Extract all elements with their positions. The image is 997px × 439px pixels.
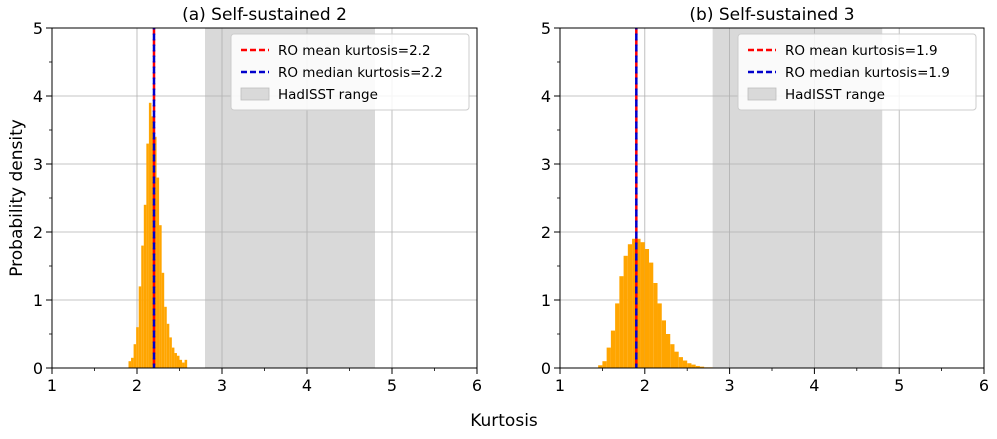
x-tick-label: 6 [472,376,482,395]
histogram-bar [695,365,700,368]
x-tick-label: 4 [809,376,819,395]
histogram-bar [661,320,666,368]
y-tick-label: 3 [33,155,43,174]
x-tick-label: 1 [47,376,57,395]
y-axis-label: Probability density [7,119,27,277]
legend-box [737,33,977,111]
y-tick-label: 3 [541,155,551,174]
histogram-bar [649,262,654,368]
histogram-bar [164,306,167,368]
x-tick-label: 1 [555,376,565,395]
histogram-bar [606,347,611,368]
x-tick-label: 3 [725,376,735,395]
histogram-bar [159,225,162,368]
histogram-bar [644,249,650,368]
histogram-bar [171,347,175,368]
legend-patch-swatch [747,87,777,101]
histogram-bar [674,351,679,368]
y-tick-label: 5 [541,19,551,38]
y-tick-label: 4 [541,87,551,106]
histogram-bar [146,143,149,368]
histogram-bar [131,357,134,368]
histogram-bar [640,242,645,368]
x-axis-label: Kurtosis [470,411,538,431]
histogram-bar [610,330,616,368]
x-tick-label: 6 [979,376,989,395]
histogram-bar [174,353,177,368]
legend: RO mean kurtosis=2.2 RO median kurtosis=2… [230,33,470,111]
histogram-bar [143,204,147,368]
histogram-bar [184,359,188,368]
histogram-bar [156,177,160,368]
histogram-bar [657,303,662,368]
histogram-bar [136,327,139,368]
y-tick-label: 1 [541,291,551,310]
legend-label: RO median kurtosis=2.2 [278,65,443,81]
histogram-bar [138,286,142,368]
histogram-bar [602,361,607,368]
x-tick-label: 5 [894,376,904,395]
x-tick-label: 2 [640,376,650,395]
y-tick-label: 0 [33,359,43,378]
panel-title: (a) Self-sustained 2 [182,5,347,25]
histogram-bar [619,276,624,368]
histogram-bar [666,334,671,368]
histogram-bar [179,359,183,368]
histogram-bar [627,244,633,368]
histogram-bar [678,357,683,368]
histogram-bar [699,366,705,368]
y-tick-label: 5 [33,19,43,38]
histogram-bar [141,245,144,368]
histogram-bar [166,323,170,368]
panel-title: (b) Self-sustained 3 [689,5,854,25]
histogram-bar [598,365,603,368]
histogram-bar [176,355,180,368]
histogram-bar [151,116,154,369]
histogram-bar [154,136,157,368]
histogram-bar [653,283,658,368]
legend-patch-swatch [240,87,270,101]
histogram-bar [623,255,628,368]
y-tick-label: 1 [33,291,43,310]
legend-label: HadISST range [785,87,885,103]
histogram-bar [182,362,185,368]
x-tick-label: 2 [132,376,142,395]
y-tick-label: 2 [541,223,551,242]
histogram-bar [687,363,692,368]
histogram-bar [169,337,172,368]
histogram-bar [670,344,675,368]
legend-box [230,33,470,111]
y-tick-label: 0 [541,359,551,378]
y-tick-label: 4 [33,87,43,106]
histogram-bar [636,238,641,368]
legend-label: HadISST range [278,87,378,103]
histogram-bar [161,272,165,368]
y-tick-label: 2 [33,223,43,242]
histogram-bar [128,361,132,368]
x-tick-label: 3 [217,376,227,395]
x-tick-label: 5 [387,376,397,395]
histogram-bar [632,238,637,368]
histogram-bar [615,303,620,368]
histogram-bar [133,344,137,368]
legend-label: RO mean kurtosis=2.2 [278,43,431,59]
x-tick-label: 4 [302,376,312,395]
histogram-bar [682,360,688,368]
histogram-bar [691,364,696,368]
legend-label: RO median kurtosis=1.9 [785,65,950,81]
legend: RO mean kurtosis=1.9 RO median kurtosis=1… [737,33,977,111]
histogram-bar [148,102,152,369]
legend-label: RO mean kurtosis=1.9 [785,43,938,59]
